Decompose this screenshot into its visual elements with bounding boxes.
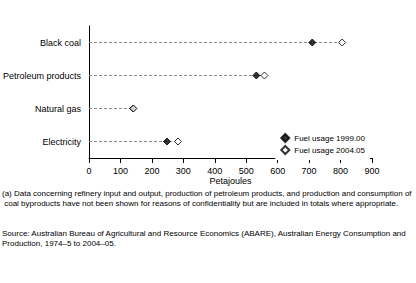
svg-text:Natural gas: Natural gas bbox=[35, 104, 82, 114]
svg-text:Production, 1974–5 to 2004–05.: Production, 1974–5 to 2004–05. bbox=[2, 239, 116, 248]
svg-text:Electricity: Electricity bbox=[43, 137, 82, 147]
svg-text:(a) Data concerning refinery i: (a) Data concerning refinery input and o… bbox=[2, 189, 412, 198]
svg-text:200: 200 bbox=[144, 166, 159, 176]
svg-text:coal byproducts have not been: coal byproducts have not been shown for … bbox=[2, 199, 398, 208]
svg-text:Petroleum products: Petroleum products bbox=[3, 71, 82, 81]
svg-text:800: 800 bbox=[333, 166, 348, 176]
svg-text:Petajoules: Petajoules bbox=[210, 176, 253, 186]
svg-text:Source: Australian Bureau of A: Source: Australian Bureau of Agricultura… bbox=[2, 229, 408, 238]
svg-text:0: 0 bbox=[87, 166, 92, 176]
svg-text:Black coal: Black coal bbox=[40, 38, 81, 48]
svg-text:700: 700 bbox=[302, 166, 317, 176]
svg-text:300: 300 bbox=[176, 166, 191, 176]
svg-text:400: 400 bbox=[207, 166, 222, 176]
svg-text:500: 500 bbox=[239, 166, 254, 176]
svg-text:600: 600 bbox=[270, 166, 285, 176]
svg-text:900: 900 bbox=[364, 166, 379, 176]
svg-text:Fuel usage 1999.00: Fuel usage 1999.00 bbox=[294, 134, 365, 143]
svg-text:100: 100 bbox=[113, 166, 128, 176]
svg-text:Fuel usage 2004.05: Fuel usage 2004.05 bbox=[294, 146, 365, 155]
